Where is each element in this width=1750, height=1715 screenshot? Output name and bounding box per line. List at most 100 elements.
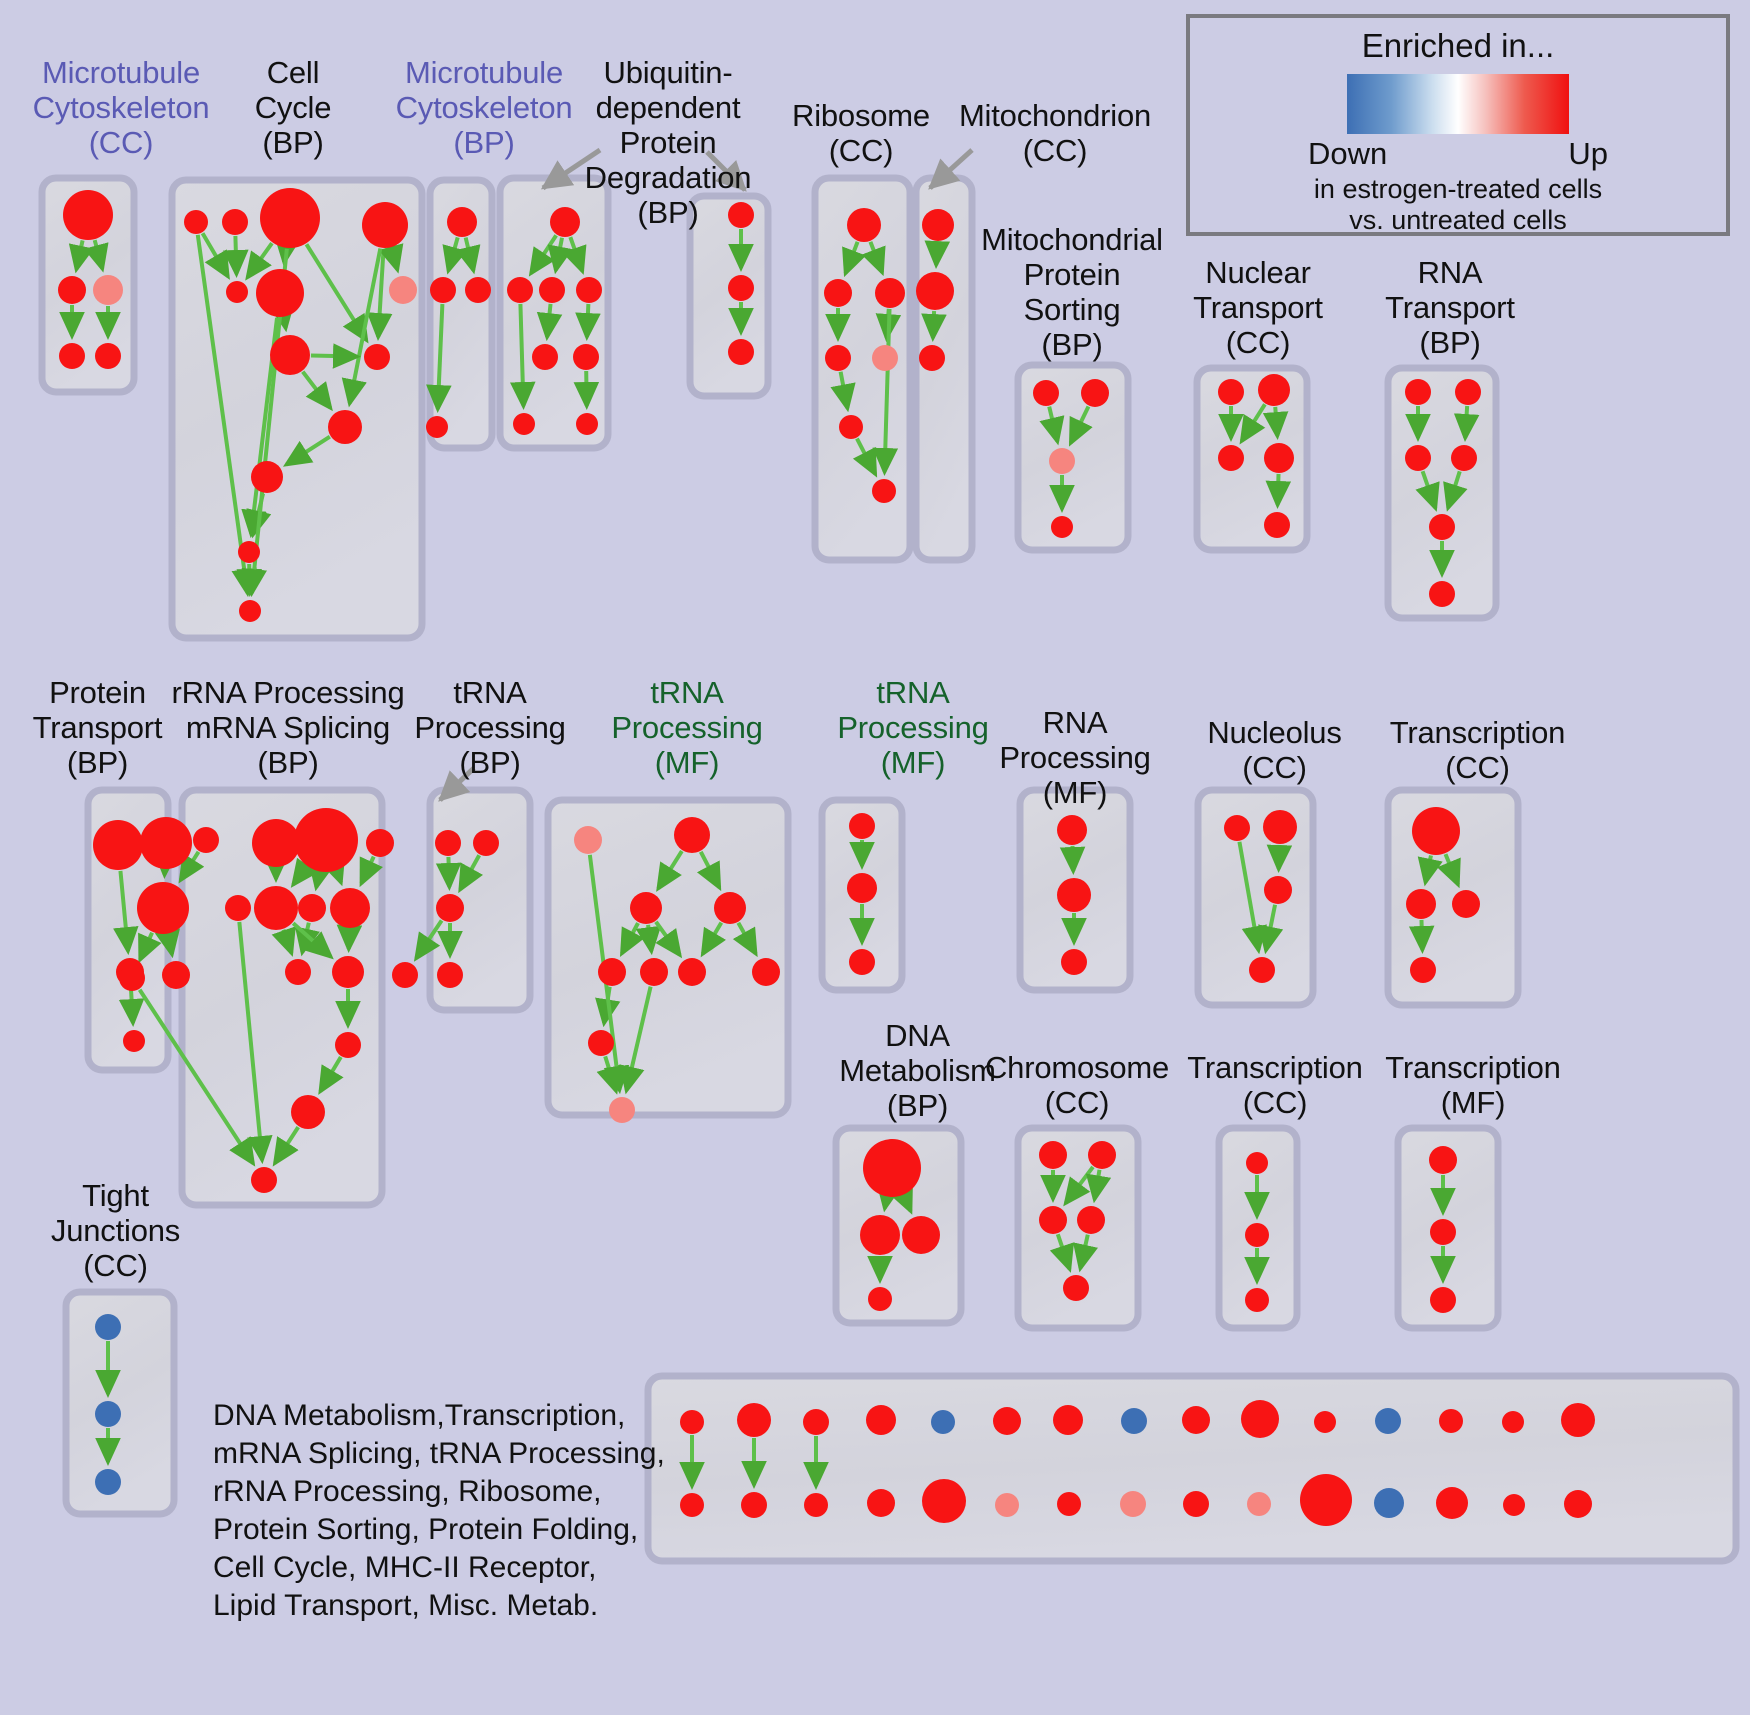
node-trna-processing-mf-small-2[interactable]	[849, 949, 875, 975]
node-ribosome-cc-4[interactable]	[872, 345, 898, 371]
node-rna-transport-bp-5[interactable]	[1429, 581, 1455, 607]
node-transcription-mf-1[interactable]	[1430, 1219, 1456, 1245]
node-trna-processing-mf-large-6[interactable]	[678, 958, 706, 986]
node-bottom-strip-top-3[interactable]	[866, 1405, 896, 1435]
node-rrna-mrna-splicing-bp-1[interactable]	[193, 827, 219, 853]
node-rna-processing-mf-0[interactable]	[1057, 815, 1087, 845]
node-rrna-mrna-splicing-bp-11[interactable]	[162, 961, 190, 989]
node-trna-processing-mf-large-3[interactable]	[714, 892, 746, 924]
node-trna-processing-mf-large-8[interactable]	[588, 1030, 614, 1056]
node-dna-metabolism-bp-3[interactable]	[868, 1287, 892, 1311]
node-rna-transport-bp-1[interactable]	[1455, 379, 1481, 405]
node-rrna-mrna-splicing-bp-6[interactable]	[254, 886, 298, 930]
node-cell-cycle-bp-8[interactable]	[364, 344, 390, 370]
node-protein-transport-bp-2[interactable]	[123, 1030, 145, 1052]
node-bottom-strip-top-1[interactable]	[737, 1403, 771, 1437]
node-cell-cycle-bp-0[interactable]	[184, 210, 208, 234]
node-ribosome-cc-1[interactable]	[824, 279, 852, 307]
node-microtubule-cytoskeleton-bp-1[interactable]	[430, 277, 456, 303]
node-bottom-strip-bottom-14[interactable]	[1564, 1490, 1592, 1518]
node-bottom-strip-bottom-9[interactable]	[1247, 1492, 1271, 1516]
node-ubiquitin-side-panel-1[interactable]	[728, 275, 754, 301]
node-microtubule-cytoskeleton-cc-2[interactable]	[93, 275, 123, 305]
node-ubiquitin-protein-degradation-bp-2[interactable]	[539, 277, 565, 303]
node-bottom-strip-top-0[interactable]	[680, 1410, 704, 1434]
node-microtubule-cytoskeleton-cc-4[interactable]	[95, 343, 121, 369]
node-chromosome-cc-4[interactable]	[1063, 1275, 1089, 1301]
node-rrna-mrna-splicing-bp-13[interactable]	[332, 956, 364, 988]
node-mitochondrial-protein-sorting-bp-0[interactable]	[1033, 380, 1059, 406]
node-nucleolus-cc-1[interactable]	[1263, 810, 1297, 844]
node-rrna-mrna-splicing-bp-0[interactable]	[140, 817, 192, 869]
node-dna-metabolism-bp-0[interactable]	[863, 1139, 921, 1197]
node-mitochondrion-cc-0[interactable]	[922, 209, 954, 241]
node-rrna-mrna-splicing-bp-12[interactable]	[285, 959, 311, 985]
node-cell-cycle-bp-2[interactable]	[260, 188, 320, 248]
node-mitochondrion-cc-2[interactable]	[919, 345, 945, 371]
node-trna-processing-bp-0[interactable]	[435, 830, 461, 856]
node-nuclear-transport-cc-2[interactable]	[1218, 445, 1244, 471]
node-dna-metabolism-bp-1[interactable]	[860, 1215, 900, 1255]
node-trna-processing-mf-large-7[interactable]	[752, 958, 780, 986]
node-nucleolus-cc-0[interactable]	[1224, 815, 1250, 841]
node-rrna-mrna-splicing-bp-5[interactable]	[294, 808, 358, 872]
node-bottom-strip-top-5[interactable]	[993, 1407, 1021, 1435]
node-bottom-strip-top-13[interactable]	[1502, 1411, 1524, 1433]
node-trna-processing-bp-2[interactable]	[436, 894, 464, 922]
node-microtubule-cytoskeleton-cc-3[interactable]	[59, 343, 85, 369]
node-cell-cycle-bp-6[interactable]	[389, 276, 417, 304]
node-bottom-strip-top-10[interactable]	[1314, 1411, 1336, 1433]
node-microtubule-cytoskeleton-bp-2[interactable]	[465, 277, 491, 303]
node-microtubule-cytoskeleton-cc-0[interactable]	[63, 190, 113, 240]
node-rrna-mrna-splicing-bp-10[interactable]	[119, 965, 145, 991]
node-rrna-mrna-splicing-bp-9[interactable]	[366, 829, 394, 857]
node-cell-cycle-bp-1[interactable]	[222, 209, 248, 235]
node-rrna-mrna-splicing-bp-16[interactable]	[251, 1167, 277, 1193]
node-transcription-cc-1-1[interactable]	[1406, 889, 1436, 919]
node-cell-cycle-bp-7[interactable]	[270, 335, 310, 375]
node-nuclear-transport-cc-3[interactable]	[1264, 443, 1294, 473]
node-cell-cycle-bp-9[interactable]	[328, 410, 362, 444]
node-ribosome-cc-0[interactable]	[847, 208, 881, 242]
node-cell-cycle-bp-10[interactable]	[251, 461, 283, 493]
node-rna-transport-bp-4[interactable]	[1429, 514, 1455, 540]
node-ribosome-cc-5[interactable]	[839, 415, 863, 439]
node-bottom-strip-bottom-3[interactable]	[867, 1489, 895, 1517]
node-bottom-strip-top-2[interactable]	[803, 1409, 829, 1435]
node-bottom-strip-bottom-5[interactable]	[995, 1493, 1019, 1517]
node-bottom-strip-top-8[interactable]	[1182, 1406, 1210, 1434]
node-dna-metabolism-bp-2[interactable]	[902, 1216, 940, 1254]
node-bottom-strip-bottom-13[interactable]	[1503, 1494, 1525, 1516]
node-transcription-mf-0[interactable]	[1429, 1146, 1457, 1174]
node-trna-processing-bp-3[interactable]	[392, 962, 418, 988]
node-mitochondrial-protein-sorting-bp-1[interactable]	[1081, 379, 1109, 407]
node-rna-processing-mf-1[interactable]	[1057, 878, 1091, 912]
node-microtubule-cytoskeleton-bp-3[interactable]	[426, 416, 448, 438]
node-nuclear-transport-cc-1[interactable]	[1258, 374, 1290, 406]
node-transcription-cc-1-2[interactable]	[1452, 890, 1480, 918]
node-ubiquitin-protein-degradation-bp-7[interactable]	[576, 413, 598, 435]
node-cell-cycle-bp-5[interactable]	[256, 269, 304, 317]
node-ribosome-cc-2[interactable]	[875, 278, 905, 308]
node-mitochondrial-protein-sorting-bp-3[interactable]	[1051, 516, 1073, 538]
node-chromosome-cc-2[interactable]	[1039, 1206, 1067, 1234]
node-trna-processing-bp-4[interactable]	[437, 962, 463, 988]
node-bottom-strip-bottom-10[interactable]	[1300, 1474, 1352, 1526]
node-trna-processing-mf-large-5[interactable]	[640, 958, 668, 986]
node-tight-junctions-cc-1[interactable]	[95, 1401, 121, 1427]
node-trna-processing-mf-large-1[interactable]	[674, 817, 710, 853]
node-bottom-strip-bottom-7[interactable]	[1120, 1491, 1146, 1517]
node-bottom-strip-top-7[interactable]	[1121, 1408, 1147, 1434]
node-ubiquitin-side-panel-0[interactable]	[728, 202, 754, 228]
node-transcription-mf-2[interactable]	[1430, 1287, 1456, 1313]
node-chromosome-cc-3[interactable]	[1077, 1206, 1105, 1234]
node-rrna-mrna-splicing-bp-14[interactable]	[335, 1032, 361, 1058]
node-bottom-strip-top-12[interactable]	[1439, 1409, 1463, 1433]
node-bottom-strip-bottom-4[interactable]	[922, 1479, 966, 1523]
node-mitochondrion-cc-1[interactable]	[916, 272, 954, 310]
node-bottom-strip-bottom-0[interactable]	[680, 1493, 704, 1517]
node-bottom-strip-bottom-2[interactable]	[804, 1493, 828, 1517]
node-tight-junctions-cc-0[interactable]	[95, 1314, 121, 1340]
node-bottom-strip-bottom-8[interactable]	[1183, 1491, 1209, 1517]
node-chromosome-cc-0[interactable]	[1039, 1141, 1067, 1169]
